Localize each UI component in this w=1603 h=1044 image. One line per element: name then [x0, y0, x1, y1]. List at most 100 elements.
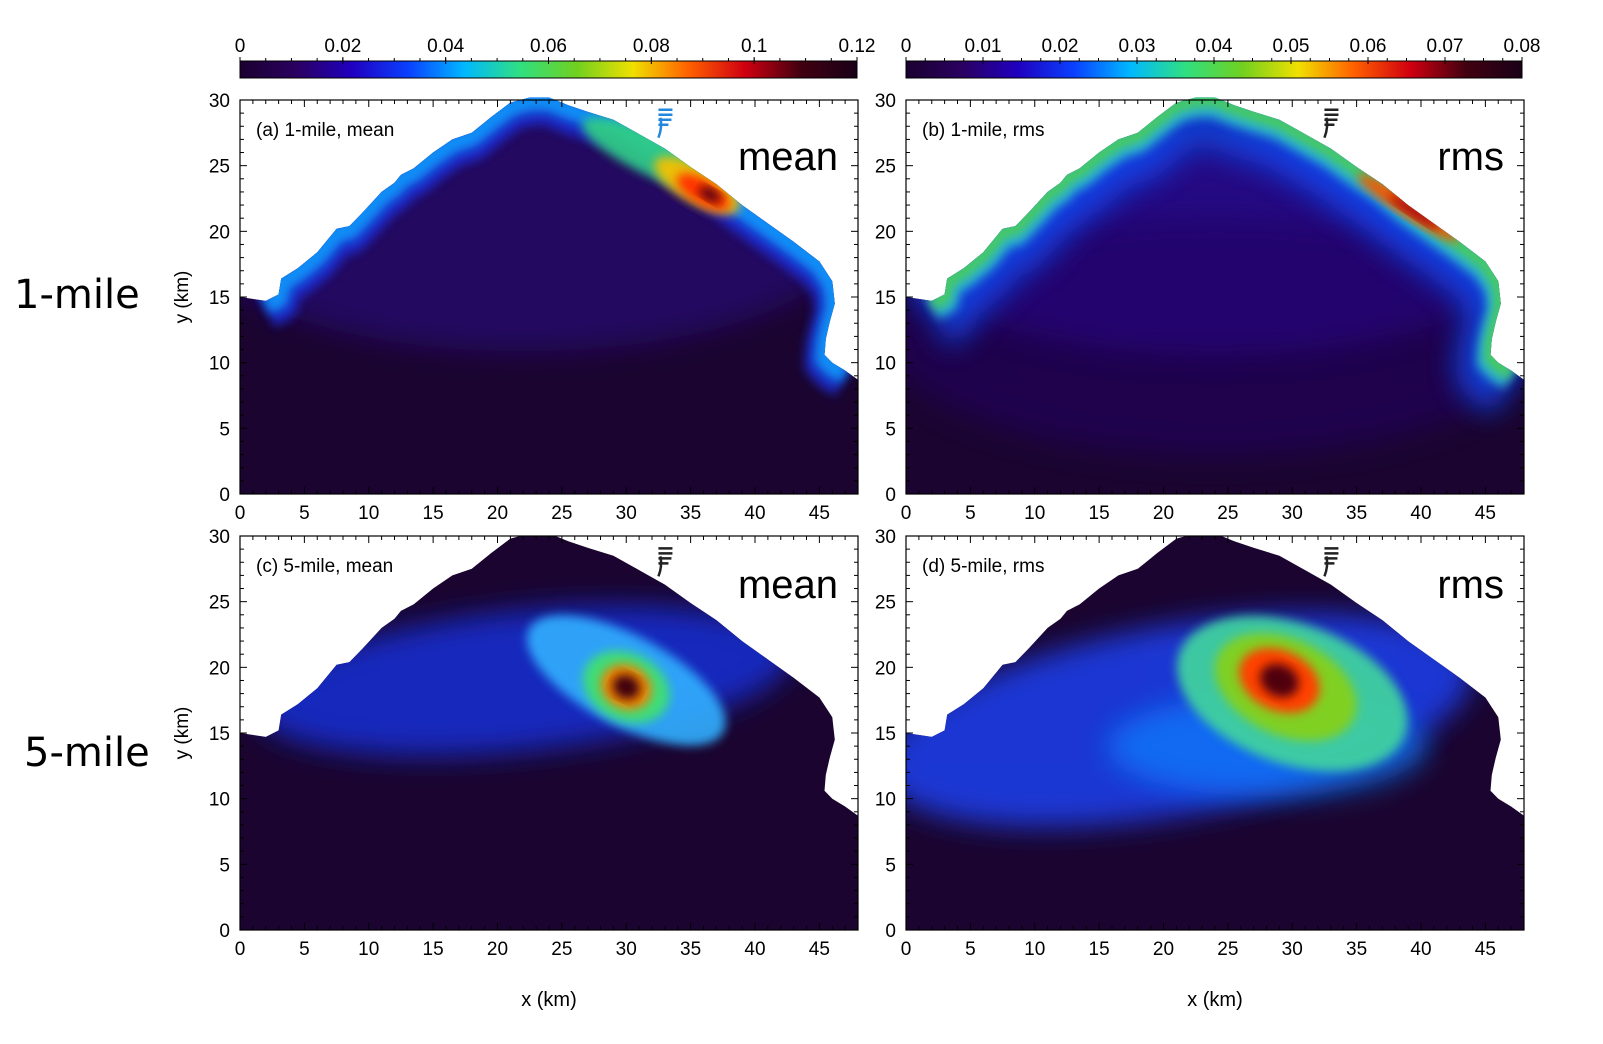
x-tick-label: 5 [299, 503, 310, 524]
y-tick-label: 20 [875, 222, 896, 243]
overlay-label: rms [1437, 563, 1504, 607]
x-tick-label: 5 [299, 939, 310, 960]
y-tick-label: 30 [209, 91, 230, 112]
panel-label: (b) 1-mile, rms [922, 120, 1044, 141]
y-tick-label: 15 [209, 288, 230, 309]
x-tick-label: 40 [744, 939, 765, 960]
x-tick-label: 20 [1153, 939, 1174, 960]
x-tick-label: 25 [1217, 939, 1238, 960]
y-tick-label: 20 [875, 658, 896, 679]
panel-1: 0 5 10 15 20 25 30 35 40 45 0 5 10 15 20 25 30 y (km) (a) … [172, 91, 859, 524]
colorbar-tick-label: 0.08 [1504, 36, 1541, 57]
overlay-label: mean [738, 563, 838, 607]
heatmap-field [906, 536, 1524, 930]
y-tick-label: 25 [209, 593, 230, 614]
x-tick-label: 30 [616, 939, 637, 960]
colorbar-1: 0 0.02 0.04 0.06 0.08 0.1 0.12 [235, 36, 876, 79]
colorbar-tick-label: 0.06 [1350, 36, 1387, 57]
y-axis-label: y (km) [172, 271, 193, 324]
x-tick-label: 30 [1282, 939, 1303, 960]
y-tick-label: 5 [219, 419, 230, 440]
y-tick-label: 5 [885, 855, 896, 876]
colorbar-tick-label: 0.05 [1273, 36, 1310, 57]
y-axis-label: y (km) [172, 707, 193, 760]
y-tick-label: 0 [219, 485, 230, 506]
x-tick-label: 40 [1410, 503, 1431, 524]
panel-label: (d) 5-mile, rms [922, 556, 1044, 577]
x-tick-label: 0 [235, 503, 246, 524]
y-tick-label: 0 [219, 921, 230, 942]
y-tick-label: 0 [885, 921, 896, 942]
hotspot-core [1389, 194, 1440, 229]
heatmap-blob [906, 216, 1524, 457]
y-tick-label: 20 [209, 658, 230, 679]
colorbar-tick-label: 0.04 [427, 36, 464, 57]
y-tick-label: 15 [875, 724, 896, 745]
x-tick-label: 15 [1089, 939, 1110, 960]
pier-icon [1323, 547, 1339, 577]
x-tick-label: 35 [1346, 503, 1367, 524]
x-tick-label: 0 [901, 503, 912, 524]
x-axis-label: x (km) [521, 989, 577, 1011]
y-tick-label: 5 [885, 419, 896, 440]
x-tick-label: 0 [901, 939, 912, 960]
y-tick-label: 0 [885, 485, 896, 506]
x-tick-label: 40 [1410, 939, 1431, 960]
x-tick-label: 40 [744, 503, 765, 524]
x-tick-label: 45 [809, 503, 830, 524]
colorbar-tick-label: 0.02 [324, 36, 361, 57]
x-axis-label: x (km) [1187, 989, 1243, 1011]
x-tick-label: 45 [1475, 939, 1496, 960]
x-tick-label: 10 [1024, 503, 1045, 524]
y-tick-label: 10 [209, 790, 230, 811]
x-tick-label: 25 [551, 503, 572, 524]
pier-icon [1323, 108, 1339, 139]
x-tick-label: 25 [551, 939, 572, 960]
x-tick-label: 10 [358, 503, 379, 524]
x-tick-label: 0 [235, 939, 246, 960]
y-tick-label: 5 [219, 855, 230, 876]
x-tick-label: 15 [1089, 503, 1110, 524]
hotspot-core [612, 674, 640, 700]
y-tick-label: 25 [209, 157, 230, 178]
x-tick-label: 5 [965, 503, 976, 524]
colorbar-tick-label: 0.06 [530, 36, 567, 57]
y-tick-label: 25 [875, 157, 896, 178]
panel-2: 0 5 10 15 20 25 30 35 40 45 0 5 10 15 20 25 30 (b) 1-mile… [875, 91, 1525, 524]
y-tick-label: 30 [209, 527, 230, 548]
y-tick-label: 15 [875, 288, 896, 309]
colorbar-tick-label: 0.08 [633, 36, 670, 57]
y-tick-label: 25 [875, 593, 896, 614]
x-tick-label: 15 [423, 503, 444, 524]
y-tick-label: 30 [875, 91, 896, 112]
x-tick-label: 30 [1282, 503, 1303, 524]
x-tick-label: 35 [680, 503, 701, 524]
x-tick-label: 10 [358, 939, 379, 960]
y-tick-label: 10 [209, 354, 230, 375]
y-tick-label: 20 [209, 222, 230, 243]
panel-label: (c) 5-mile, mean [256, 556, 393, 577]
x-tick-label: 10 [1024, 939, 1045, 960]
colorbar-tick-label: 0.12 [839, 36, 876, 57]
y-tick-label: 10 [875, 354, 896, 375]
x-tick-label: 30 [616, 503, 637, 524]
y-tick-label: 10 [875, 790, 896, 811]
hotspot-core [1260, 663, 1299, 698]
x-tick-label: 35 [1346, 939, 1367, 960]
x-tick-label: 20 [487, 939, 508, 960]
panel-4: 0 5 10 15 20 25 30 35 40 45 0 5 10 15 20 25 30 x (km) (d) … [875, 527, 1525, 1011]
overlay-label: rms [1437, 135, 1504, 179]
hotspot-core [699, 186, 721, 203]
row-label-1-mile: 1-mile [14, 272, 140, 318]
x-tick-label: 25 [1217, 503, 1238, 524]
colorbar-tick-label: 0.07 [1427, 36, 1464, 57]
colorbar-tick-label: 0.03 [1119, 36, 1156, 57]
colorbar-tick-label: 0 [235, 36, 246, 57]
panel-3: 0 5 10 15 20 25 30 35 40 45 0 5 10 15 20 25 30 y (km) x (k… [172, 527, 859, 1011]
y-tick-label: 30 [875, 527, 896, 548]
panel-label: (a) 1-mile, mean [256, 120, 394, 141]
colorbar-tick-label: 0.01 [965, 36, 1002, 57]
x-tick-label: 45 [1475, 503, 1496, 524]
y-tick-label: 15 [209, 724, 230, 745]
